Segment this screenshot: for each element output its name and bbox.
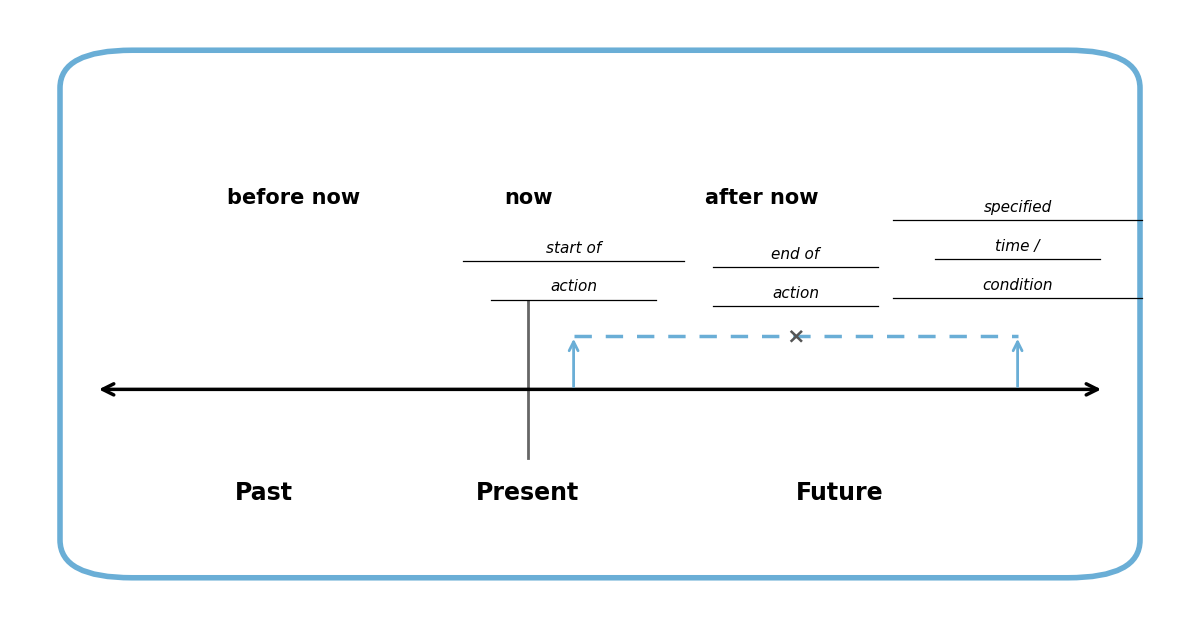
Text: condition: condition (983, 278, 1052, 293)
Text: before now: before now (228, 188, 360, 208)
Text: end of: end of (772, 247, 820, 262)
Text: action: action (550, 279, 598, 295)
Text: time /: time / (995, 239, 1040, 254)
Text: Past: Past (235, 481, 293, 505)
Text: ×: × (786, 326, 805, 346)
Text: specified: specified (984, 200, 1051, 215)
Text: now: now (504, 188, 552, 208)
FancyBboxPatch shape (60, 50, 1140, 578)
Text: Present: Present (476, 481, 580, 505)
Text: after now: after now (706, 188, 818, 208)
Text: action: action (772, 286, 820, 301)
Text: start of: start of (546, 241, 601, 256)
Text: Future: Future (796, 481, 884, 505)
